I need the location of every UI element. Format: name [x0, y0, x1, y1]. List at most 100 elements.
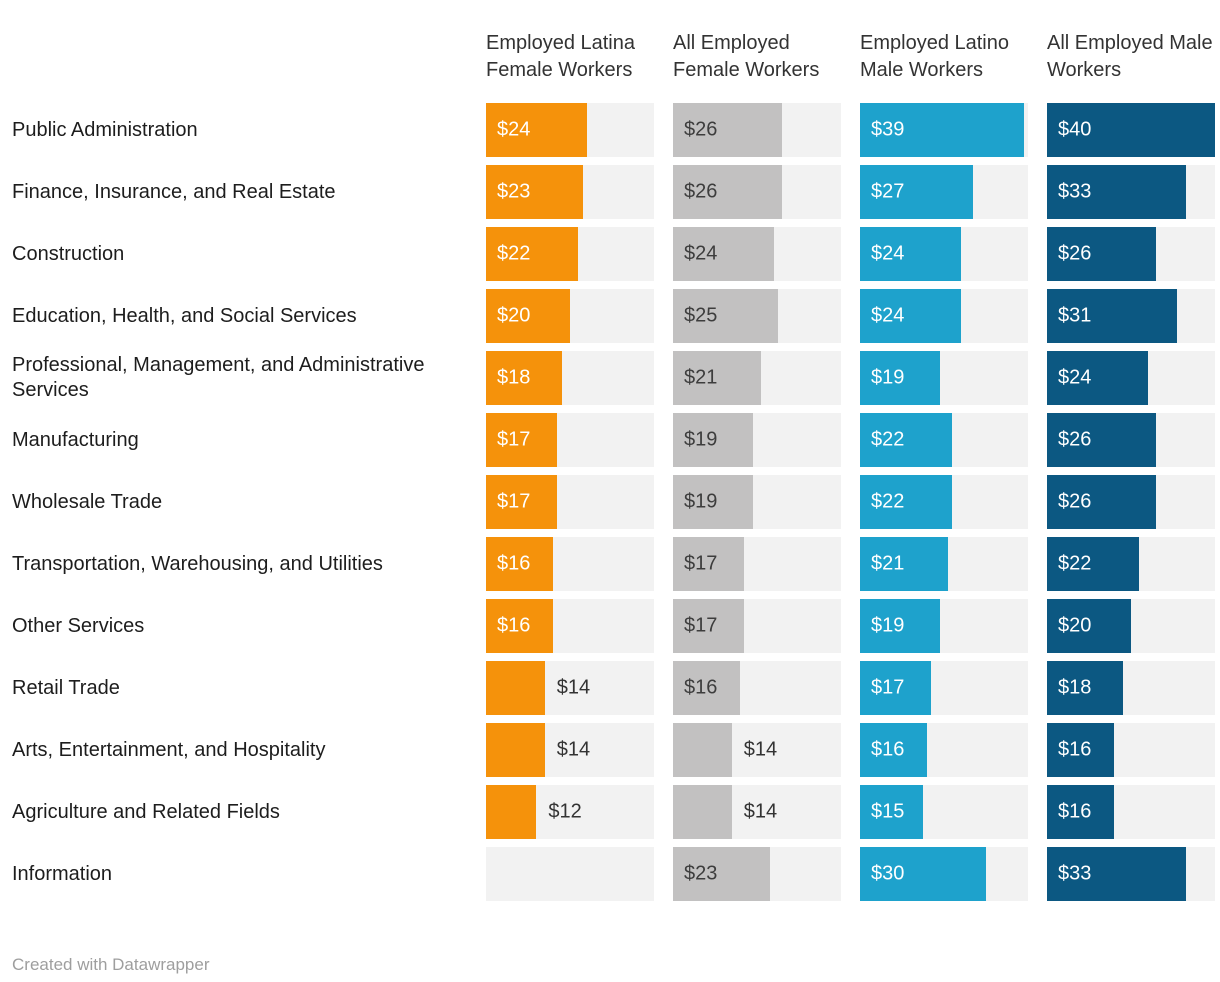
bar-track: $20 — [1047, 599, 1215, 653]
chart-row: Transportation, Warehousing, and Utiliti… — [12, 537, 1220, 591]
bar — [1047, 661, 1123, 715]
bar — [486, 661, 545, 715]
bar-track: $16 — [486, 599, 654, 653]
bar — [860, 413, 953, 467]
bar — [673, 413, 753, 467]
bar-track: $17 — [486, 475, 654, 529]
bar-track: $24 — [486, 103, 654, 157]
bar — [1047, 475, 1157, 529]
bar-track: $15 — [860, 785, 1028, 839]
row-label: Professional, Management, and Administra… — [12, 354, 425, 401]
bar-track: $17 — [860, 661, 1028, 715]
bar-track: $14 — [486, 723, 654, 777]
bar — [1047, 785, 1115, 839]
bar — [486, 289, 570, 343]
bar-track: $14 — [673, 723, 841, 777]
bar-track: $25 — [673, 289, 841, 343]
bar-track: $16 — [1047, 785, 1215, 839]
bar-track: $19 — [673, 413, 841, 467]
bar-track: $18 — [486, 351, 654, 405]
bar — [860, 599, 940, 653]
column-header-all-male: All Employed Male Workers — [1047, 31, 1213, 81]
bar — [1047, 289, 1178, 343]
bar — [1047, 537, 1140, 591]
chart-row: Construction $22 $24 $24 $26 — [12, 227, 1220, 281]
bar — [673, 475, 753, 529]
bar-track: $22 — [1047, 537, 1215, 591]
bar — [860, 785, 923, 839]
row-label: Finance, Insurance, and Real Estate — [12, 180, 336, 203]
chart-row: Arts, Entertainment, and Hospitality $14… — [12, 723, 1220, 777]
row-label: Construction — [12, 242, 125, 265]
bar-track: $31 — [1047, 289, 1215, 343]
row-label: Wholesale Trade — [12, 490, 163, 513]
bar-track: $39 — [860, 103, 1028, 157]
bar-track: $22 — [860, 413, 1028, 467]
bar-value-label: $12 — [548, 800, 582, 823]
bar-track: $27 — [860, 165, 1028, 219]
bar-track: $17 — [673, 537, 841, 591]
bar-track: $26 — [1047, 413, 1215, 467]
bar-track: $22 — [486, 227, 654, 281]
bar — [673, 723, 732, 777]
bar-track — [486, 847, 654, 901]
bar — [860, 847, 986, 901]
chart-row: Professional, Management, and Administra… — [12, 351, 1220, 405]
row-label: Transportation, Warehousing, and Utiliti… — [12, 552, 383, 575]
chart-row: Education, Health, and Social Services $… — [12, 289, 1220, 343]
column-header-row: Employed Latina Female Workers All Emplo… — [12, 10, 1220, 103]
bar-track: $22 — [860, 475, 1028, 529]
bar — [673, 599, 745, 653]
bar-track: $17 — [673, 599, 841, 653]
bar-track: $16 — [1047, 723, 1215, 777]
bar — [860, 723, 928, 777]
bar-track: $19 — [860, 599, 1028, 653]
bar-value-label: $14 — [556, 738, 591, 761]
bar — [486, 227, 579, 281]
bar-track: $24 — [860, 289, 1028, 343]
bar — [673, 103, 783, 157]
bar-track: $12 — [486, 785, 654, 839]
row-label: Agriculture and Related Fields — [12, 800, 280, 823]
chart-row: Agriculture and Related Fields $12 $14 $… — [12, 785, 1220, 839]
row-label: Public Administration — [12, 118, 198, 141]
bar — [860, 165, 974, 219]
bar — [860, 289, 961, 343]
bar — [673, 165, 783, 219]
row-label: Manufacturing — [12, 428, 139, 451]
bar-track: $26 — [1047, 227, 1215, 281]
datawrapper-credit-link[interactable]: Created with Datawrapper — [12, 955, 210, 974]
column-header-latino-male: Employed Latino Male Workers — [860, 31, 1009, 81]
chart-row: Information $23 $30 $33 — [12, 847, 1220, 901]
bar-value-label: $14 — [743, 738, 778, 761]
row-label: Retail Trade — [12, 676, 120, 699]
chart-row: Manufacturing $17 $19 $22 $26 — [12, 413, 1220, 467]
bar — [486, 723, 545, 777]
bar-track: $18 — [1047, 661, 1215, 715]
bar-track: $24 — [860, 227, 1028, 281]
chart-rows: Public Administration $24 $26 $39 $40 Fi… — [12, 103, 1220, 901]
row-label: Other Services — [12, 614, 145, 637]
bar — [673, 537, 745, 591]
bar — [486, 351, 562, 405]
column-header-all-female: All Employed Female Workers — [673, 31, 820, 81]
bar-track: $40 — [1047, 103, 1215, 157]
bar-track: $20 — [486, 289, 654, 343]
bar-track: $24 — [673, 227, 841, 281]
bar-track: $23 — [673, 847, 841, 901]
bar — [860, 661, 932, 715]
bar-track: $16 — [673, 661, 841, 715]
bar-track: $14 — [486, 661, 654, 715]
bar — [1047, 599, 1131, 653]
bar — [1047, 227, 1157, 281]
bar — [860, 537, 949, 591]
bar — [486, 103, 587, 157]
chart-row: Finance, Insurance, and Real Estate $23 … — [12, 165, 1220, 219]
bar — [860, 103, 1024, 157]
bar — [860, 351, 940, 405]
bar — [1047, 165, 1186, 219]
bar-track: $30 — [860, 847, 1028, 901]
bar-track: $23 — [486, 165, 654, 219]
bar-track: $26 — [1047, 475, 1215, 529]
